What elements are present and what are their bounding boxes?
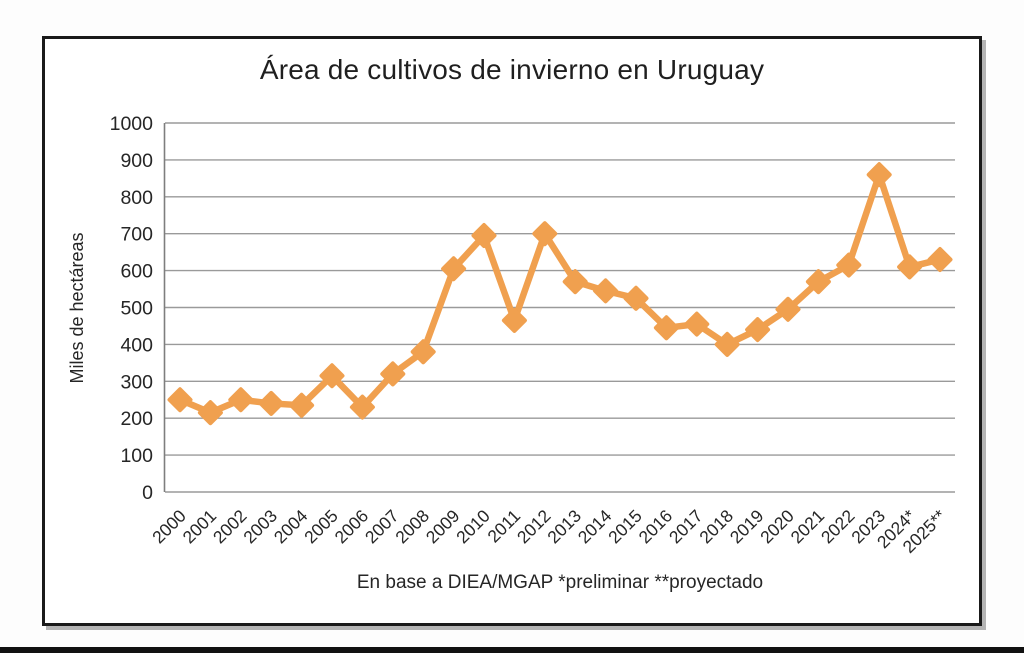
y-tick-label-500: 500 [120, 298, 153, 320]
data-point-marker-2015 [623, 285, 649, 311]
data-point-marker-2000 [167, 387, 193, 413]
y-tick-label-1000: 1000 [110, 113, 154, 135]
data-point-marker-2013 [562, 269, 588, 295]
y-tick-label-300: 300 [120, 371, 153, 393]
x-tick-label-2019: 2019 [726, 506, 768, 548]
x-tick-label-2022: 2022 [817, 506, 859, 548]
data-point-marker-2022 [836, 252, 862, 278]
data-point-marker-2023 [866, 162, 892, 188]
data-point-marker-2005 [319, 363, 345, 389]
data-point-marker-2014 [593, 278, 619, 304]
bottom-black-bar [0, 647, 1024, 653]
data-point-marker-2020 [775, 296, 801, 322]
x-tick-label-2012: 2012 [513, 506, 555, 548]
y-tick-label-700: 700 [120, 224, 153, 246]
data-point-marker-2010 [471, 223, 497, 249]
data-point-marker-2006 [349, 394, 375, 420]
data-point-marker-2009 [441, 256, 467, 282]
data-point-marker-2003 [258, 390, 284, 416]
chart-title: Área de cultivos de invierno en Uruguay [259, 54, 765, 85]
data-point-marker-2024* [897, 254, 923, 280]
x-tick-label-2021: 2021 [787, 506, 829, 548]
data-point-marker-2012 [532, 221, 558, 247]
data-point-marker-2018 [714, 331, 740, 357]
data-point-marker-2011 [501, 307, 527, 333]
x-tick-label-2011: 2011 [483, 506, 524, 547]
y-tick-label-100: 100 [120, 445, 153, 467]
source-caption: En base a DIEA/MGAP *preliminar **proyec… [356, 572, 764, 593]
data-point-marker-2019 [745, 317, 771, 343]
x-tick-label-2020: 2020 [756, 506, 798, 548]
x-tick-label-2005: 2005 [300, 506, 342, 548]
y-tick-label-600: 600 [120, 261, 153, 283]
data-point-marker-2021 [805, 269, 831, 295]
x-tick-label-2013: 2013 [543, 506, 585, 548]
y-tick-label-400: 400 [120, 334, 153, 356]
x-tick-label-2007: 2007 [361, 506, 403, 548]
y-tick-label-800: 800 [120, 187, 153, 209]
x-tick-label-2017: 2017 [665, 506, 707, 548]
x-tick-label-2015: 2015 [604, 506, 646, 548]
data-point-marker-2004 [289, 392, 315, 418]
data-point-marker-2016 [653, 315, 679, 341]
x-tick-label-2003: 2003 [239, 506, 281, 548]
x-tick-label-2000: 2000 [148, 506, 190, 548]
x-tick-label-2008: 2008 [391, 506, 433, 548]
x-tick-label-2002: 2002 [209, 506, 251, 548]
data-point-marker-2007 [380, 361, 406, 387]
data-point-marker-2001 [197, 400, 223, 426]
data-point-marker-2025** [927, 247, 953, 273]
x-tick-label-2010: 2010 [452, 506, 494, 548]
x-tick-label-2009: 2009 [422, 506, 464, 548]
x-tick-label-2016: 2016 [635, 506, 677, 548]
x-tick-label-2018: 2018 [695, 506, 737, 548]
x-tick-label-2006: 2006 [331, 506, 373, 548]
y-tick-label-900: 900 [120, 150, 153, 172]
x-tick-label-2014: 2014 [574, 506, 616, 548]
data-point-marker-2008 [410, 339, 436, 365]
data-point-marker-2002 [228, 387, 254, 413]
data-point-marker-2017 [684, 311, 710, 337]
data-series-line [176, 171, 944, 416]
x-tick-label-2004: 2004 [270, 506, 312, 548]
y-tick-label-0: 0 [142, 482, 153, 504]
y-tick-label-200: 200 [120, 408, 153, 430]
x-tick-label-2001: 2001 [179, 506, 221, 548]
